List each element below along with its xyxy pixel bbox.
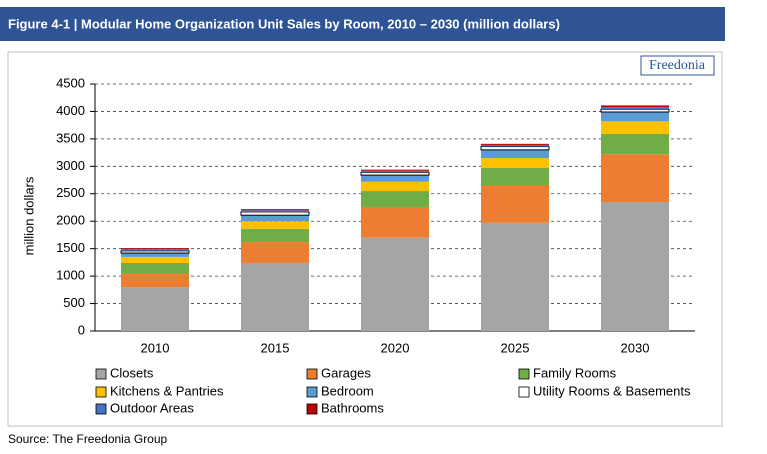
bar-segment (361, 237, 429, 331)
bar-segment (361, 170, 429, 173)
legend-swatch (95, 386, 107, 398)
legend-swatch (306, 403, 318, 415)
y-tick-label: 1500 (56, 240, 85, 255)
bar-segment (241, 209, 309, 211)
bar-segment (361, 169, 429, 171)
bar-segment (361, 175, 429, 182)
bar-segment (481, 158, 549, 168)
y-tick-label: 4500 (56, 75, 85, 90)
bar-segment (121, 287, 189, 331)
bar-segment (240, 211, 310, 216)
y-axis-label: million dollars (21, 176, 36, 255)
x-tick-label: 2010 (141, 340, 170, 355)
legend-label: Bedroom (321, 383, 374, 398)
x-tick-label: 2030 (621, 340, 650, 355)
legend-label: Family Rooms (533, 365, 617, 380)
bar-segment (241, 228, 309, 243)
bar-segment (120, 250, 190, 254)
bar-segment (481, 222, 549, 331)
legend-label: Kitchens & Pantries (110, 383, 224, 398)
legend-label: Utility Rooms & Basements (533, 383, 691, 398)
y-tick-label: 3500 (56, 130, 85, 145)
bar-segment (601, 107, 669, 110)
y-tick-label: 1000 (56, 268, 85, 283)
bar-segment (241, 221, 309, 229)
logo: Freedonia (649, 58, 706, 73)
bar-segment (361, 191, 429, 207)
y-tick-label: 3000 (56, 158, 85, 173)
legend-swatch (95, 368, 107, 380)
chart-border (7, 51, 723, 427)
legend-swatch (306, 386, 318, 398)
bar-segment (360, 171, 430, 176)
x-tick-label: 2020 (381, 340, 410, 355)
bar-segment (121, 249, 189, 251)
bar-segment (601, 133, 669, 155)
bar-segment (600, 108, 670, 113)
bar-segment (481, 143, 549, 145)
bar-segment (601, 105, 669, 108)
chart-title: Figure 4-1 | Modular Home Organization U… (8, 16, 560, 31)
bar-segment (481, 167, 549, 185)
bar-segment (481, 184, 549, 223)
legend-swatch (95, 403, 107, 415)
bar-segment (121, 273, 189, 288)
legend-swatch (518, 368, 530, 380)
y-tick-label: 2500 (56, 185, 85, 200)
bar-segment (361, 181, 429, 192)
bar-segment (481, 144, 549, 147)
bar-segment (480, 146, 550, 151)
legend-label: Closets (110, 365, 154, 380)
y-tick-label: 0 (78, 322, 85, 337)
legend-label: Bathrooms (321, 400, 384, 415)
y-tick-label: 4000 (56, 103, 85, 118)
header-bar (0, 7, 725, 41)
logo-box (640, 55, 715, 76)
bar-segment (121, 256, 189, 263)
bar-segment (601, 154, 669, 203)
bar-segment (241, 242, 309, 263)
bar-segment (601, 111, 669, 122)
y-tick-label: 500 (63, 295, 85, 310)
bar-segment (121, 248, 189, 250)
bar-segment (601, 121, 669, 134)
bar-segment (121, 253, 189, 257)
x-tick-label: 2015 (261, 340, 290, 355)
legend-label: Garages (321, 365, 371, 380)
legend-swatch (518, 386, 530, 398)
y-tick-label: 2000 (56, 213, 85, 228)
legend-swatch (306, 368, 318, 380)
x-tick-label: 2025 (501, 340, 530, 355)
bar-segment (601, 202, 669, 331)
bar-segment (361, 206, 429, 238)
bar-segment (241, 215, 309, 222)
bar-segment (241, 210, 309, 212)
bar-segment (481, 149, 549, 159)
source: Source: The Freedonia Group (8, 432, 168, 446)
legend-label: Outdoor Areas (110, 400, 194, 415)
bar-segment (121, 262, 189, 274)
bar-segment (241, 262, 309, 331)
